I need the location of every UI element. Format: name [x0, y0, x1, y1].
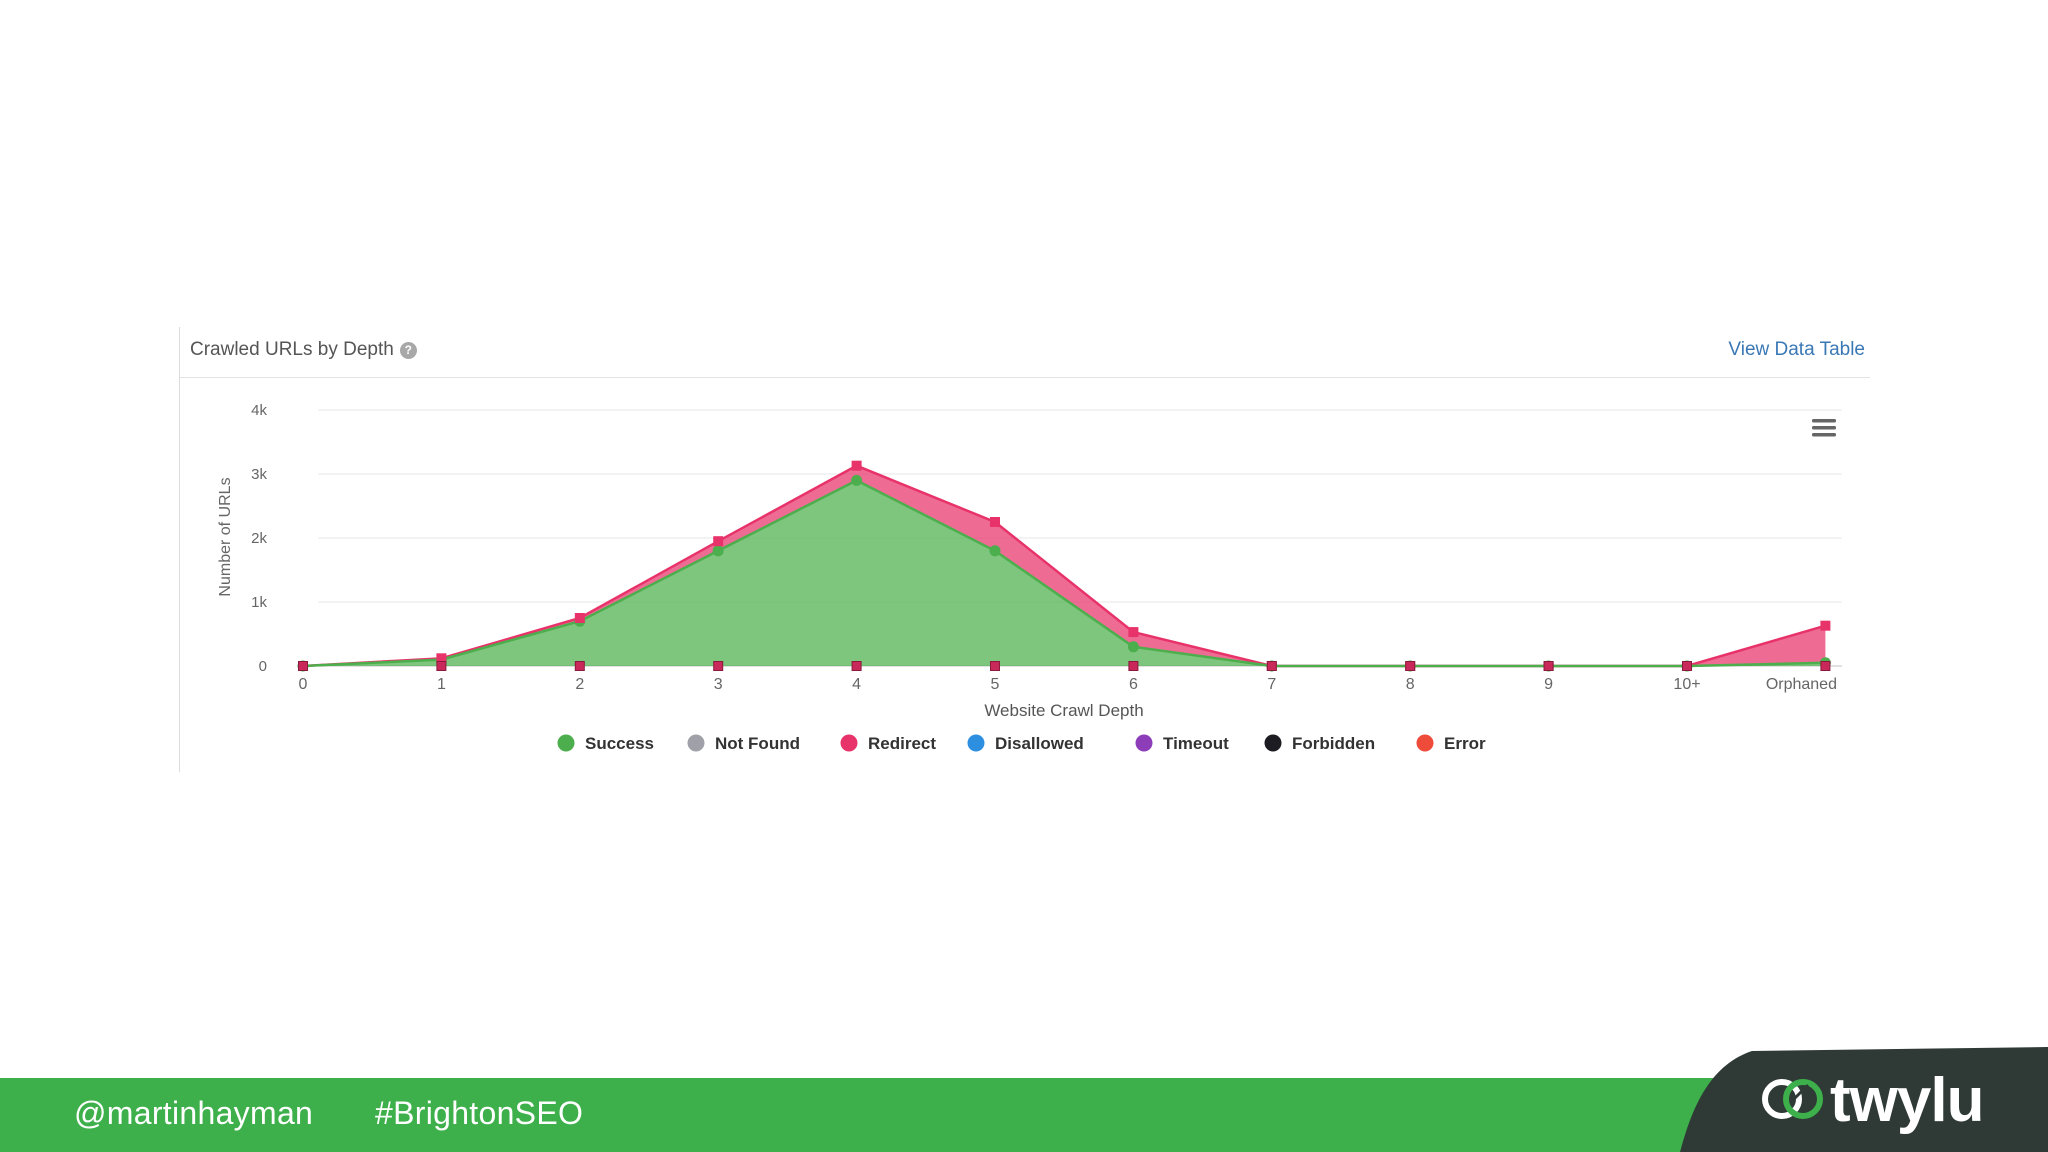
legend-item[interactable]: Error: [1416, 734, 1486, 753]
x-tick-label: 8: [1406, 676, 1415, 693]
point-redirect: [1820, 620, 1831, 631]
baseline-marker: [1682, 661, 1692, 671]
baseline-marker: [298, 661, 308, 671]
y-tick-label: 0: [259, 658, 267, 675]
y-tick-label: 1k: [251, 594, 267, 611]
x-tick-label: 3: [714, 676, 723, 693]
point-success: [712, 545, 724, 557]
series-areas: [302, 464, 1826, 668]
line-success: [302, 478, 1826, 668]
twitter-handle: @martinhayman: [74, 1095, 314, 1131]
point-redirect: [713, 536, 724, 547]
twylu-logo-icon: [1762, 1079, 1823, 1119]
legend-item[interactable]: Success: [557, 734, 655, 753]
baseline-marker: [1266, 661, 1277, 671]
legend-item[interactable]: Not Found: [687, 734, 800, 753]
baseline-marker: [713, 661, 724, 671]
legend-swatch: [1264, 734, 1282, 752]
legend-label: Not Found: [715, 734, 800, 753]
help-icon[interactable]: ?: [399, 342, 417, 359]
legend-label: Forbidden: [1292, 734, 1375, 753]
legend-swatch: [557, 734, 575, 752]
y-axis-title: Number of URLs: [217, 477, 234, 596]
x-tick-label: 7: [1267, 676, 1276, 693]
chart-title-text: Crawled URLs by Depth: [190, 339, 394, 360]
chart-title: Crawled URLs by Depth?: [190, 339, 417, 361]
point-redirect: [990, 517, 1000, 527]
point-redirect: [1128, 627, 1139, 638]
baseline-marker: [1128, 661, 1139, 671]
view-data-table-link[interactable]: View Data Table: [1728, 339, 1865, 360]
baseline-marker: [1820, 661, 1831, 671]
point-success: [1127, 641, 1139, 653]
y-tick-label: 3k: [251, 466, 267, 483]
point-redirect: [574, 613, 585, 623]
legend-swatch: [1135, 734, 1153, 752]
legend-item[interactable]: Disallowed: [967, 734, 1084, 753]
x-axis-title: Website Crawl Depth: [984, 701, 1143, 720]
x-tick-label: 1: [437, 676, 446, 693]
baseline-marker: [1543, 661, 1554, 671]
chart-svg: 0 1k 2k 3k 4k Number of URLs 0 1 2 3 4 5 6 7 8 9 10+ Orph…: [217, 402, 1842, 753]
chart-menu-icon[interactable]: [1812, 417, 1838, 439]
x-tick-label: 9: [1544, 676, 1553, 693]
legend-label: Disallowed: [995, 734, 1084, 753]
event-hashtag: #BrightonSEO: [375, 1095, 584, 1131]
legend: Success Not Found Redirect Disallowed Timeou…: [557, 734, 1486, 753]
legend-label: Redirect: [868, 734, 936, 753]
baseline-marker: [990, 661, 1000, 671]
brand-wordmark: twylu: [1830, 1066, 1983, 1135]
point-redirect: [851, 460, 862, 471]
legend-swatch: [1416, 734, 1434, 752]
point-success: [851, 474, 863, 486]
y-tick-label: 4k: [251, 402, 267, 419]
baseline-marker: [1405, 661, 1416, 671]
legend-label: Timeout: [1163, 734, 1229, 753]
axes: 0 1k 2k 3k 4k Number of URLs 0 1 2 3 4 5 6 7 8 9 10+ Orph…: [217, 402, 1837, 720]
point-success: [989, 545, 1001, 557]
x-tick-label: Orphaned: [1766, 676, 1837, 693]
baseline-marker: [574, 661, 585, 671]
x-tick-label: 10+: [1673, 676, 1700, 693]
legend-item[interactable]: Forbidden: [1264, 734, 1376, 753]
y-tick-label: 2k: [251, 530, 267, 547]
legend-item[interactable]: Redirect: [840, 734, 937, 753]
x-tick-label: 6: [1129, 676, 1138, 693]
legend-label: Error: [1444, 734, 1486, 753]
baseline-marker: [436, 661, 447, 671]
logo-tab-shape: [1680, 1047, 2048, 1152]
legend-label: Success: [585, 734, 654, 753]
chart-panel: Crawled URLs by Depth? View Data Table 0…: [179, 327, 1870, 772]
legend-swatch: [840, 734, 858, 752]
x-tick-label: 5: [991, 676, 1000, 693]
legend-item[interactable]: Timeout: [1135, 734, 1230, 753]
x-tick-label: 0: [299, 676, 308, 693]
panel-header: Crawled URLs by Depth? View Data Table: [180, 327, 1870, 378]
baseline-marker: [851, 661, 862, 671]
area-success: [303, 480, 1826, 666]
series-markers: [297, 460, 1831, 672]
legend-swatch: [967, 734, 985, 752]
x-tick-label: 2: [575, 676, 584, 693]
legend-swatch: [687, 734, 705, 752]
point-redirect: [436, 653, 447, 664]
x-tick-label: 4: [852, 676, 861, 693]
brand-logo-tab: twylu: [1680, 1047, 2048, 1152]
